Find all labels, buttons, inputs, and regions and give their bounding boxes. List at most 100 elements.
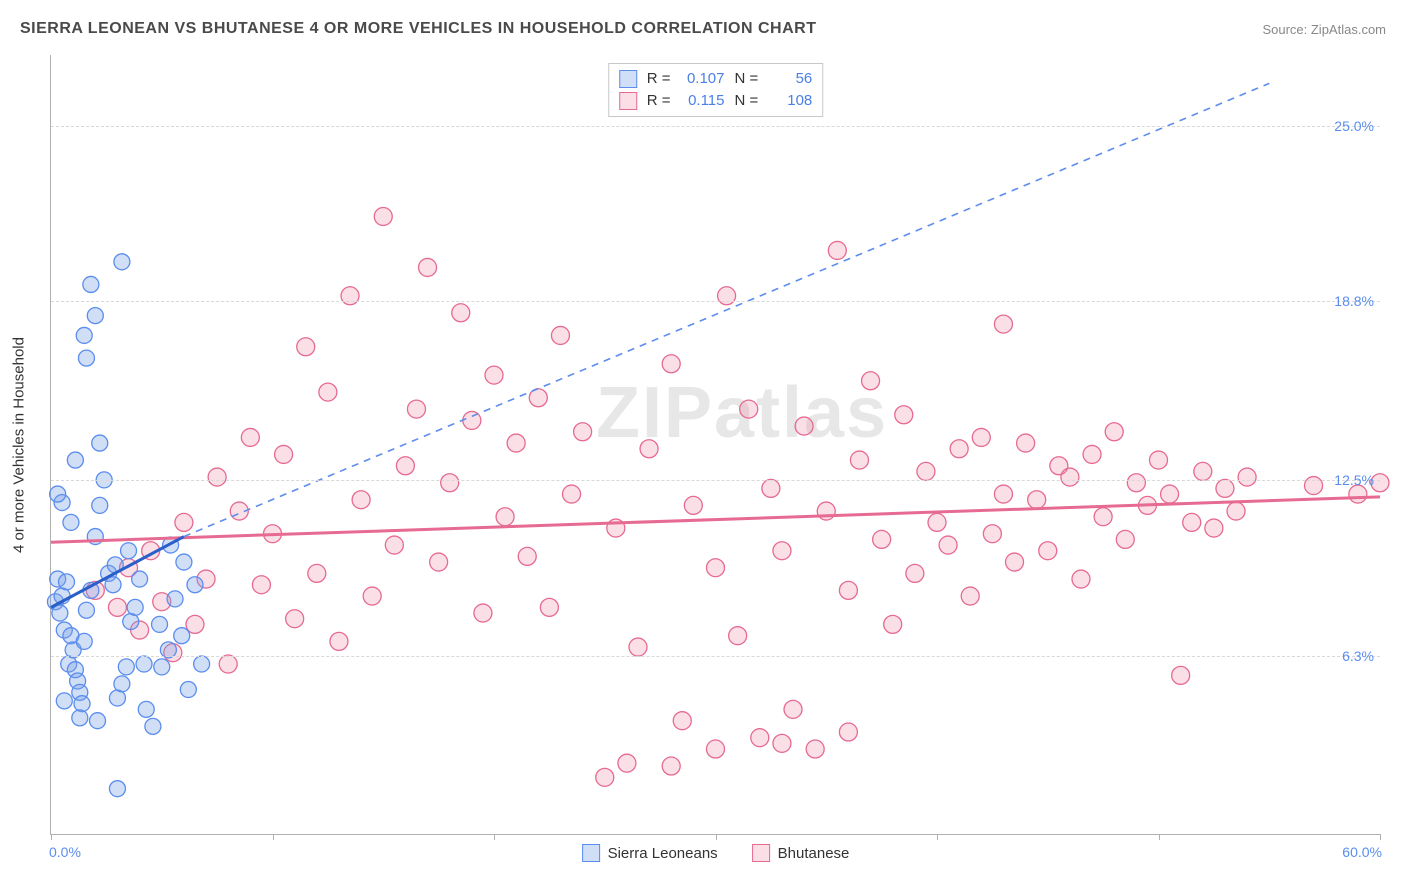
data-point: [1183, 513, 1201, 531]
data-point: [396, 457, 414, 475]
data-point: [1227, 502, 1245, 520]
data-point: [729, 627, 747, 645]
data-point: [154, 659, 170, 675]
legend-item-sl: Sierra Leoneans: [582, 844, 718, 862]
data-point: [63, 514, 79, 530]
data-point: [59, 574, 75, 590]
data-point: [78, 602, 94, 618]
data-point: [1039, 542, 1057, 560]
data-point: [52, 605, 68, 621]
y-axis-label: 4 or more Vehicles in Household: [11, 337, 28, 553]
ytick-label: 12.5%: [1334, 472, 1374, 488]
data-point: [884, 615, 902, 633]
data-point: [308, 564, 326, 582]
data-point: [275, 445, 293, 463]
data-point: [1017, 434, 1035, 452]
xtick: [1159, 834, 1160, 840]
data-point: [596, 768, 614, 786]
data-point: [928, 513, 946, 531]
data-point: [127, 599, 143, 615]
data-point: [994, 315, 1012, 333]
data-point: [1172, 666, 1190, 684]
data-point: [1150, 451, 1168, 469]
data-point: [152, 616, 168, 632]
data-point: [114, 254, 130, 270]
data-point: [1061, 468, 1079, 486]
data-point: [828, 241, 846, 259]
data-point: [994, 485, 1012, 503]
x-axis-min: 0.0%: [49, 844, 81, 860]
data-point: [363, 587, 381, 605]
data-point: [319, 383, 337, 401]
data-point: [950, 440, 968, 458]
data-point: [92, 435, 108, 451]
data-point: [1105, 423, 1123, 441]
data-point: [895, 406, 913, 424]
data-point: [939, 536, 957, 554]
data-point: [507, 434, 525, 452]
data-point: [385, 536, 403, 554]
plot-area: 4 or more Vehicles in Household ZIPatlas…: [50, 55, 1380, 835]
chart-title: SIERRA LEONEAN VS BHUTANESE 4 OR MORE VE…: [20, 20, 816, 38]
xtick: [1380, 834, 1381, 840]
legend-series: Sierra Leoneans Bhutanese: [582, 844, 850, 862]
data-point: [629, 638, 647, 656]
data-point: [640, 440, 658, 458]
data-point: [92, 497, 108, 513]
data-point: [208, 468, 226, 486]
data-point: [618, 754, 636, 772]
data-point: [1094, 508, 1112, 526]
gridline-h: [51, 126, 1380, 127]
data-point: [90, 713, 106, 729]
data-point: [76, 633, 92, 649]
xtick: [51, 834, 52, 840]
ytick-label: 6.3%: [1342, 648, 1374, 664]
data-point: [175, 513, 193, 531]
legend-label-bh: Bhutanese: [778, 845, 850, 862]
data-point: [1028, 491, 1046, 509]
data-point: [219, 655, 237, 673]
ytick-label: 18.8%: [1334, 293, 1374, 309]
data-point: [118, 659, 134, 675]
data-point: [773, 542, 791, 560]
data-point: [751, 729, 769, 747]
data-point: [441, 474, 459, 492]
data-point: [1205, 519, 1223, 537]
data-point: [707, 559, 725, 577]
data-point: [252, 576, 270, 594]
xtick: [937, 834, 938, 840]
data-point: [352, 491, 370, 509]
gridline-h: [51, 656, 1380, 657]
data-point: [1238, 468, 1256, 486]
ytick-label: 25.0%: [1334, 118, 1374, 134]
data-point: [419, 258, 437, 276]
trend-line: [184, 83, 1269, 536]
data-point: [136, 656, 152, 672]
chart-svg: [51, 55, 1380, 834]
data-point: [850, 451, 868, 469]
trend-line: [51, 497, 1380, 542]
data-point: [145, 718, 161, 734]
data-point: [862, 372, 880, 390]
data-point: [87, 308, 103, 324]
data-point: [286, 610, 304, 628]
title-bar: SIERRA LEONEAN VS BHUTANESE 4 OR MORE VE…: [20, 20, 1386, 38]
data-point: [374, 207, 392, 225]
data-point: [430, 553, 448, 571]
data-point: [108, 598, 126, 616]
data-point: [540, 598, 558, 616]
data-point: [707, 740, 725, 758]
data-point: [194, 656, 210, 672]
data-point: [762, 479, 780, 497]
data-point: [972, 428, 990, 446]
swatch-bh-2: [752, 844, 770, 862]
data-point: [1161, 485, 1179, 503]
data-point: [961, 587, 979, 605]
data-point: [56, 693, 72, 709]
data-point: [1006, 553, 1024, 571]
data-point: [1072, 570, 1090, 588]
data-point: [474, 604, 492, 622]
data-point: [180, 682, 196, 698]
data-point: [784, 700, 802, 718]
data-point: [662, 757, 680, 775]
